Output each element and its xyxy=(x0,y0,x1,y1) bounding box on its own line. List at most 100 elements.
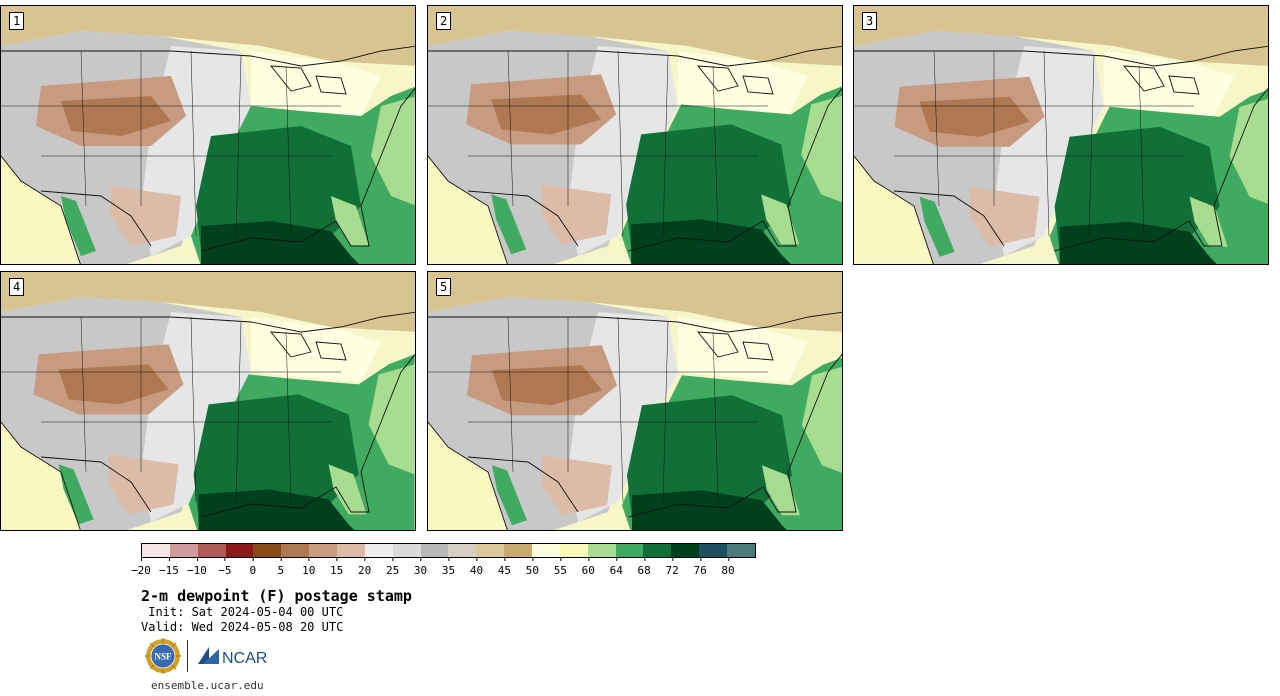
valid-time: Valid: Wed 2024-05-08 20 UTC xyxy=(141,620,344,634)
lake-shore xyxy=(1168,75,1200,95)
state-border xyxy=(285,65,292,237)
panel-label: 3 xyxy=(862,12,878,30)
colorbar-swatch xyxy=(281,544,310,557)
lake-shore xyxy=(742,75,774,95)
texas-brown xyxy=(541,184,612,245)
atlantic-light xyxy=(801,95,842,203)
state-border xyxy=(190,50,197,237)
colorbar-swatch xyxy=(476,544,505,557)
state-border xyxy=(617,316,624,503)
dewpoint-map xyxy=(428,272,842,530)
colorbar-tick-label: 72 xyxy=(666,558,679,577)
mexico-coast-green xyxy=(61,196,96,256)
state-border xyxy=(1088,55,1095,237)
nsf-logo-text: NSF xyxy=(154,652,172,662)
colorbar-tick-label: 45 xyxy=(498,558,511,577)
colorbar-swatch xyxy=(532,544,560,557)
colorbar-swatch xyxy=(559,544,588,557)
panel-label: 1 xyxy=(9,12,25,30)
map-panel-2[interactable]: 2 xyxy=(427,5,843,265)
lake-shore xyxy=(270,331,312,358)
map-panel-5[interactable]: 5 xyxy=(427,271,843,531)
southeast-dark xyxy=(193,394,359,520)
coastline xyxy=(1053,87,1268,252)
state-border xyxy=(1043,50,1050,237)
lake-shore xyxy=(742,341,774,361)
ncar-logo-text: NCAR xyxy=(222,650,267,667)
southeast-dark xyxy=(627,395,792,521)
state-border xyxy=(80,50,87,207)
us-canada-border xyxy=(428,311,842,333)
canada-land xyxy=(428,272,842,332)
texas-brown xyxy=(108,454,179,515)
colorbar-tick-label: 30 xyxy=(414,558,427,577)
lake-shore xyxy=(697,331,739,358)
state-border xyxy=(712,65,719,237)
map-panel-4[interactable]: 4 xyxy=(0,271,416,531)
canada-land xyxy=(1,6,415,66)
ocean-pacific xyxy=(428,422,508,530)
texas-brown xyxy=(111,186,181,246)
map-panel-3[interactable]: 3 xyxy=(853,5,1269,265)
colorbar-swatch xyxy=(225,544,254,557)
us-mexico-border xyxy=(893,190,1005,247)
texas-brown xyxy=(969,186,1040,247)
state-border xyxy=(507,316,514,473)
state-border xyxy=(662,55,669,237)
dewpoint-map xyxy=(1,6,415,264)
colorbar-swatch xyxy=(504,544,533,557)
coastline xyxy=(627,353,842,518)
footer-url[interactable]: ensemble.ucar.edu xyxy=(151,679,264,692)
colorbar-swatch xyxy=(169,544,198,557)
dewpoint-map xyxy=(854,6,1268,264)
state-border xyxy=(933,50,940,207)
state-border xyxy=(1138,65,1145,237)
colorbar-tick-label: 15 xyxy=(330,558,343,577)
atlantic-light xyxy=(371,96,415,206)
state-border xyxy=(507,50,514,207)
colorbar-tick-label: 5 xyxy=(277,558,284,577)
colorbar-tick-label: 76 xyxy=(693,558,707,577)
colorbar-tick-label: 25 xyxy=(386,558,399,577)
colorbar-swatch xyxy=(364,544,393,557)
mexico-coast-green xyxy=(58,464,94,525)
gulf-dark xyxy=(201,221,359,264)
state-border xyxy=(712,331,719,503)
lake-shore xyxy=(315,75,347,95)
rockies-brown xyxy=(492,365,602,406)
colorbar-tick-label: 50 xyxy=(526,558,539,577)
state-border xyxy=(617,50,624,237)
mexico-coast-green xyxy=(919,196,955,257)
coastline xyxy=(428,421,508,530)
state-border xyxy=(285,331,292,503)
texas-brown xyxy=(542,455,612,516)
map-panel-1[interactable]: 1 xyxy=(0,5,416,265)
us-mexico-border xyxy=(467,190,579,247)
canada-land xyxy=(854,6,1268,66)
florida-green xyxy=(1189,196,1228,247)
colorbar-swatch xyxy=(420,544,449,557)
coastline xyxy=(1,155,81,264)
colorbar-tick-label: 64 xyxy=(610,558,623,577)
florida-green xyxy=(761,194,800,245)
lake-shore xyxy=(697,65,739,92)
us-canada-border xyxy=(1,311,415,333)
logo-divider xyxy=(187,640,188,672)
southeast-dark xyxy=(1054,126,1220,252)
us-mexico-border xyxy=(467,456,579,513)
colorbar-swatch xyxy=(142,544,170,557)
coastline xyxy=(428,155,508,264)
rockies-brown xyxy=(919,96,1030,137)
canada-land xyxy=(428,6,842,66)
gulf-dark xyxy=(631,219,791,264)
colorbar-tick-label: 20 xyxy=(358,558,371,577)
ocean-pacific xyxy=(854,156,934,264)
colorbar-tick-label: 0 xyxy=(250,558,256,577)
us-canada-border xyxy=(854,45,1268,67)
atlantic-light xyxy=(368,364,415,475)
colorbar-swatch xyxy=(671,544,700,557)
init-time: Init: Sat 2024-05-04 00 UTC xyxy=(141,605,344,619)
state-border xyxy=(235,321,242,503)
us-mexico-border xyxy=(40,190,152,247)
southeast-dark xyxy=(196,126,361,251)
